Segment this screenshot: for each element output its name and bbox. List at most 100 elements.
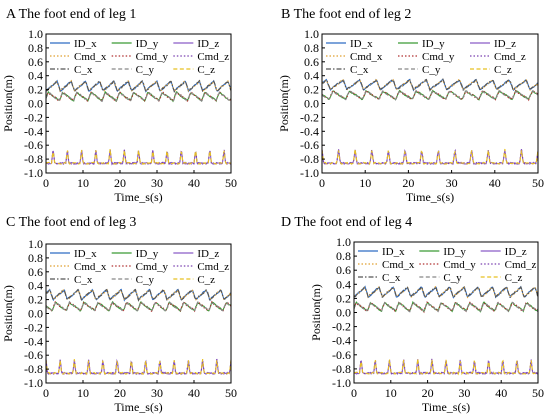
x-tick-label: 20 bbox=[422, 386, 434, 400]
legend-label: ID_x bbox=[74, 38, 97, 50]
legend-label: C_z bbox=[197, 274, 215, 286]
legend-label: C_y bbox=[136, 64, 155, 76]
legend-label: Cmd_y bbox=[136, 261, 169, 273]
y-tick-label: -0.2 bbox=[24, 110, 43, 124]
series-line-c-z bbox=[321, 148, 539, 166]
x-tick-label: 30 bbox=[151, 176, 163, 190]
legend-label: C_x bbox=[74, 274, 93, 286]
x-tick-label: 30 bbox=[446, 176, 458, 190]
legend-label: Cmd_y bbox=[136, 51, 169, 63]
series-line-c-y bbox=[45, 300, 232, 313]
legend-label: ID_y bbox=[443, 246, 466, 258]
x-tick-label: 0 bbox=[351, 386, 357, 400]
y-tick-label: -0.6 bbox=[332, 348, 351, 362]
legend-label: ID_y bbox=[136, 38, 159, 50]
series-line-c-z bbox=[45, 358, 232, 376]
y-tick-label: -0.4 bbox=[300, 124, 319, 138]
y-tick-label: -0.6 bbox=[24, 138, 43, 152]
y-tick-label: 0.0 bbox=[304, 97, 319, 111]
y-axis: 1.00.80.60.40.20.0-0.2-0.4-0.6-0.8-1.0 bbox=[24, 27, 49, 180]
legend-label: Cmd_y bbox=[443, 259, 476, 271]
legend-label: ID_x bbox=[350, 38, 373, 50]
x-tick-label: 40 bbox=[188, 176, 200, 190]
legend-label: ID_x bbox=[382, 246, 405, 258]
y-tick-label: -0.8 bbox=[332, 362, 351, 376]
y-axis: 1.00.80.60.40.20.0-0.2-0.4-0.6-0.8-1.0 bbox=[332, 235, 357, 390]
chart-panel-a: A The foot end of leg 1 ID_x ID_y ID_z Cmd_x… bbox=[1, 7, 237, 204]
y-tick-label: 0.2 bbox=[336, 291, 351, 305]
legend-label: ID_y bbox=[422, 38, 445, 50]
x-tick-label: 30 bbox=[151, 386, 163, 400]
x-axis: 0 10 20 30 40 50 bbox=[43, 170, 237, 190]
legend-label: Cmd_z bbox=[197, 51, 229, 63]
x-tick-label: 50 bbox=[225, 176, 237, 190]
x-tick-label: 0 bbox=[43, 386, 49, 400]
y-axis-label: Position(m) bbox=[1, 285, 15, 342]
series-line-cmd-x bbox=[45, 79, 232, 93]
panel-title: B The foot end of leg 2 bbox=[281, 7, 411, 22]
y-tick-label: 0.8 bbox=[28, 41, 43, 55]
x-axis-label: Time_s(s) bbox=[406, 190, 454, 204]
x-axis: 0 10 20 30 40 50 bbox=[351, 380, 544, 400]
series-line-c-z bbox=[353, 358, 539, 376]
y-tick-label: -0.4 bbox=[24, 124, 43, 138]
legend-label: Cmd_x bbox=[74, 261, 107, 273]
series-line-c-x bbox=[353, 285, 539, 299]
y-tick-label: -1.0 bbox=[332, 376, 351, 390]
x-tick-label: 50 bbox=[225, 386, 237, 400]
legend-label: C_x bbox=[382, 272, 401, 284]
x-tick-label: 0 bbox=[319, 176, 325, 190]
y-tick-label: -0.6 bbox=[300, 138, 319, 152]
series-line-id-y bbox=[45, 300, 232, 313]
y-tick-label: -0.4 bbox=[24, 334, 43, 348]
panel-title: A The foot end of leg 1 bbox=[6, 7, 136, 22]
y-tick-label: 0.0 bbox=[28, 97, 43, 111]
y-axis-label: Position(m) bbox=[277, 75, 291, 132]
y-tick-label: 0.8 bbox=[336, 249, 351, 263]
legend-label: C_y bbox=[443, 272, 462, 284]
legend-label: C_z bbox=[494, 64, 512, 76]
legend-label: C_z bbox=[197, 64, 215, 76]
legend-label: ID_z bbox=[505, 246, 527, 258]
series-line-c-y bbox=[321, 89, 539, 101]
panel-title: C The foot end of leg 3 bbox=[6, 215, 136, 230]
x-axis: 0 10 20 30 40 50 bbox=[43, 380, 237, 400]
y-tick-label: 0.4 bbox=[336, 277, 351, 291]
legend: ID_x ID_y ID_z Cmd_x Cmd_y Cmd_z C_x C_y C_z bbox=[50, 38, 229, 76]
x-tick-label: 40 bbox=[188, 386, 200, 400]
y-tick-label: 0.4 bbox=[28, 69, 43, 83]
y-tick-label: -1.0 bbox=[24, 166, 43, 180]
legend-label: C_x bbox=[74, 64, 93, 76]
y-tick-label: 1.0 bbox=[28, 237, 43, 251]
x-axis-label: Time_s(s) bbox=[114, 190, 162, 204]
y-axis-label: Position(m) bbox=[1, 75, 15, 132]
legend-label: Cmd_z bbox=[505, 259, 537, 271]
legend-label: ID_y bbox=[136, 248, 159, 260]
y-axis: 1.00.80.60.40.20.0-0.2-0.4-0.6-0.8-1.0 bbox=[24, 237, 49, 390]
legend-label: ID_x bbox=[74, 248, 97, 260]
y-tick-label: 1.0 bbox=[336, 235, 351, 249]
y-tick-label: 0.2 bbox=[28, 83, 43, 97]
y-tick-label: 0.8 bbox=[28, 251, 43, 265]
chart-panel-d: D The foot end of leg 4 ID_x ID_y ID_z Cmd_x… bbox=[281, 215, 544, 414]
y-tick-label: 0.0 bbox=[336, 306, 351, 320]
y-tick-label: -1.0 bbox=[24, 376, 43, 390]
legend-label: ID_z bbox=[494, 38, 516, 50]
y-tick-label: -0.2 bbox=[332, 320, 351, 334]
legend-label: Cmd_z bbox=[494, 51, 526, 63]
series-line-c-y bbox=[353, 300, 539, 313]
y-tick-label: -0.6 bbox=[24, 348, 43, 362]
y-tick-label: -0.2 bbox=[300, 110, 319, 124]
y-tick-label: -0.2 bbox=[24, 320, 43, 334]
x-tick-label: 10 bbox=[77, 386, 89, 400]
x-tick-label: 10 bbox=[385, 386, 397, 400]
series-line-c-z bbox=[45, 148, 232, 166]
y-tick-label: -0.8 bbox=[300, 152, 319, 166]
y-tick-label: 0.0 bbox=[28, 307, 43, 321]
legend: ID_x ID_y ID_z Cmd_x Cmd_y Cmd_z C_x C_y C_z bbox=[50, 248, 229, 286]
legend-label: Cmd_x bbox=[74, 51, 107, 63]
legend: ID_x ID_y ID_z Cmd_x Cmd_y Cmd_z C_x C_y C_z bbox=[358, 246, 537, 284]
y-tick-label: 0.6 bbox=[336, 263, 351, 277]
series-line-c-x bbox=[45, 287, 232, 302]
series-line-c-x bbox=[45, 79, 232, 93]
